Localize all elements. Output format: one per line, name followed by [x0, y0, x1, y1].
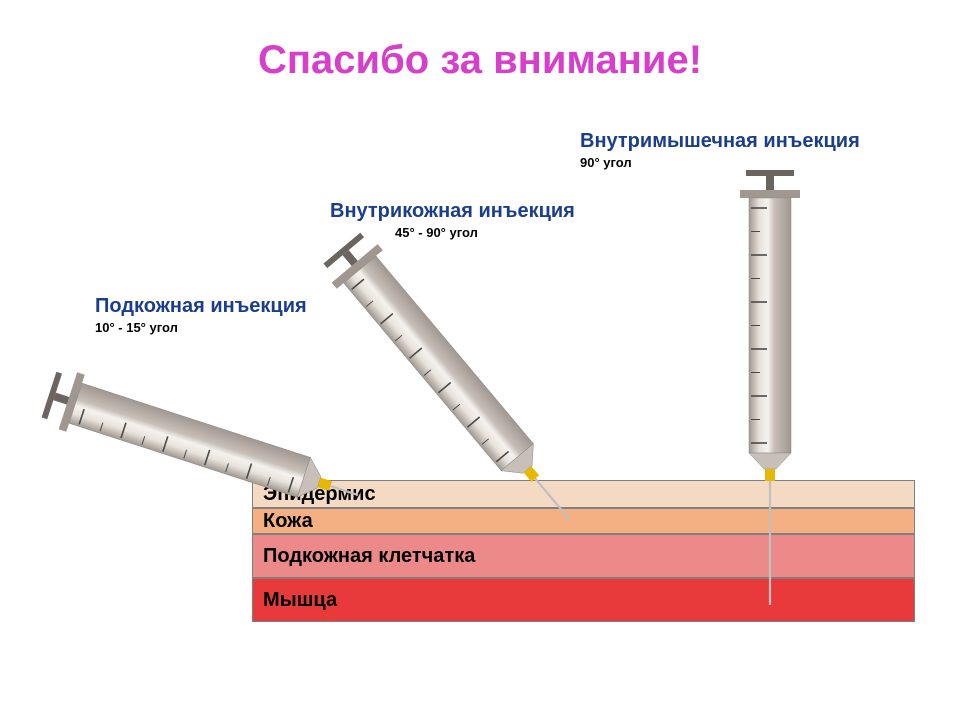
- syringe-icon: [30, 338, 376, 553]
- injection-type-label: Подкожная инъекция: [95, 295, 307, 318]
- title-text: Спасибо за внимание!: [258, 38, 702, 82]
- injection-type-label: Внутрикожная инъекция: [330, 200, 575, 223]
- injection-angle-label: 90° угол: [580, 155, 632, 170]
- page-title: Спасибо за внимание!: [0, 0, 960, 83]
- syringe-icon: [710, 170, 830, 605]
- injection-angle-label: 10° - 15° угол: [95, 320, 178, 335]
- injection-type-label: Внутримышечная инъекция: [580, 130, 860, 153]
- layer-label: Мышца: [263, 589, 337, 612]
- injection-angle-label: 45° - 90° угол: [395, 225, 478, 240]
- layer-label: Подкожная клетчатка: [263, 545, 475, 568]
